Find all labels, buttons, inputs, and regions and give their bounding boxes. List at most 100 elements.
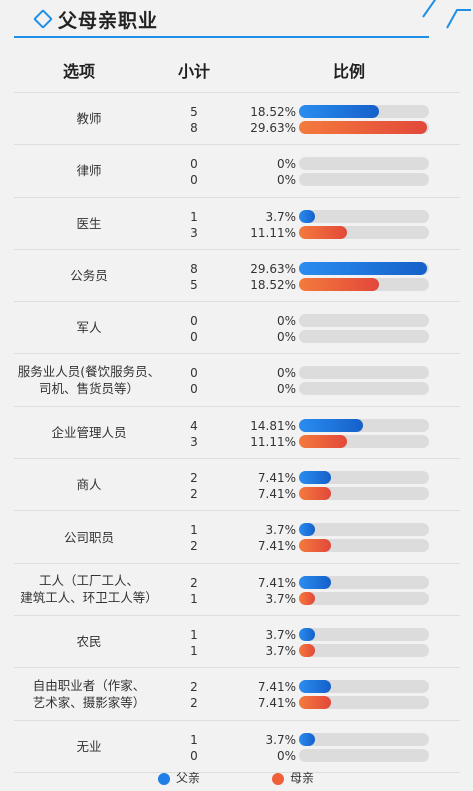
mother-bar-track (299, 539, 429, 553)
mother-bar-track (299, 330, 429, 344)
father-bar-track (299, 366, 429, 380)
mother-percent-label: 0% (276, 382, 296, 397)
title-bar: 父母亲职业 (0, 0, 473, 40)
mother-percent-label: 0% (276, 330, 296, 345)
father-bar-track (299, 471, 429, 485)
mother-bar (299, 225, 348, 239)
mother-count: 5 (190, 277, 198, 292)
option-label: 公务员 (70, 268, 108, 284)
title-underline: 父母亲职业 (14, 2, 429, 38)
mother-count: 1 (190, 591, 198, 606)
mother-bar-track (299, 121, 429, 134)
father-bar (299, 471, 332, 485)
legend: 父亲 母亲 (0, 763, 473, 791)
father-bar-track (299, 157, 429, 171)
table-row: 服务业人员(餐饮服务员、 司机、售货员等） 0 0% 0 0% (14, 354, 460, 407)
father-percent-label: 18.52% (250, 105, 296, 119)
father-bar-track (299, 105, 429, 118)
mother-count: 2 (190, 539, 198, 554)
father-count: 2 (190, 575, 198, 590)
table-row: 工人（工厂工人、 建筑工人、环卫工人等） 2 7.41% 1 3.7% (14, 564, 460, 616)
father-percent-label: 3.7% (265, 209, 297, 224)
mother-bar (299, 696, 332, 710)
option-label: 教师 (76, 111, 102, 127)
table-row: 企业管理人员 4 14.81% 3 11.11% (14, 407, 460, 460)
father-bar (299, 627, 316, 641)
mother-percent-label: 11.11% (250, 225, 296, 240)
father-percent-label: 7.41% (257, 575, 296, 590)
mother-bar-track (299, 696, 429, 710)
option-label: 无业 (76, 738, 102, 754)
mother-bar (299, 591, 316, 605)
father-bar (299, 105, 380, 118)
father-percent-label: 14.81% (250, 418, 296, 433)
father-count: 0 (190, 314, 198, 329)
mother-bar-track (299, 225, 429, 239)
table-row: 医生 1 3.7% 3 11.11% (14, 198, 460, 250)
father-count: 0 (190, 366, 198, 381)
father-bar-track (299, 209, 429, 223)
table-row: 无业 1 3.7% 0 0% (14, 721, 460, 773)
option-label: 企业管理人员 (51, 424, 127, 440)
table-row: 自由职业者（作家、 艺术家、摄影家等） 2 7.41% 2 7.41% (14, 668, 460, 721)
father-count: 1 (190, 732, 198, 747)
mother-bar (299, 539, 332, 553)
father-bar (299, 732, 316, 746)
mother-bar (299, 121, 428, 134)
father-percent-label: 3.7% (265, 523, 297, 538)
mother-percent-label: 3.7% (265, 591, 297, 606)
father-count: 1 (190, 209, 198, 224)
mother-count: 0 (190, 330, 198, 345)
mother-percent-label: 7.41% (257, 696, 296, 711)
father-count: 8 (190, 261, 198, 276)
column-header-count: 小计 (177, 62, 210, 81)
father-bar-track (299, 732, 429, 746)
table-row: 教师 5 18.52% 8 29.63% (14, 92, 460, 146)
mother-bar-track (299, 487, 429, 501)
table-row: 军人 0 0% 0 0% (14, 302, 460, 355)
father-bar-track (299, 314, 429, 328)
father-percent-label: 3.7% (265, 627, 297, 642)
father-percent-label: 0% (276, 366, 296, 381)
option-label: 农民 (76, 634, 102, 650)
father-count: 2 (190, 680, 198, 695)
mother-bar (299, 643, 316, 657)
mother-bar-track (299, 277, 429, 291)
mother-count: 3 (190, 225, 198, 240)
option-label: 自由职业者（作家、 艺术家、摄影家等） (32, 677, 146, 710)
legend-swatch-mother (272, 772, 284, 785)
father-bar (299, 680, 332, 694)
father-count: 1 (190, 627, 198, 642)
mother-count: 2 (190, 696, 198, 711)
legend-label-father: 父亲 (176, 771, 201, 785)
father-percent-label: 7.41% (257, 471, 296, 486)
father-bar-track (299, 627, 429, 641)
legend-swatch-father (158, 772, 170, 785)
mother-percent-label: 3.7% (265, 643, 297, 658)
mother-bar-track (299, 591, 429, 605)
table-row: 律师 0 0% 0 0% (14, 145, 460, 198)
father-bar (299, 575, 332, 589)
father-bar (299, 261, 428, 275)
mother-count: 2 (190, 487, 198, 502)
mother-percent-label: 7.41% (257, 539, 296, 554)
option-label: 律师 (76, 163, 102, 179)
father-count: 0 (190, 157, 198, 172)
mother-percent-label: 0% (276, 173, 296, 188)
occupation-table: 选项 小计 比例 教师 5 18.52% 8 29.63% 律师 0 0% 0 0% 医生 1 3.7%… (14, 48, 460, 773)
mother-count: 1 (190, 643, 198, 658)
table-body: 教师 5 18.52% 8 29.63% 律师 0 0% 0 0% 医生 1 3.7% 3 11.11% 公务… (14, 92, 460, 773)
father-bar (299, 523, 316, 537)
mother-bar-track (299, 434, 429, 448)
mother-percent-label: 0% (276, 748, 296, 763)
option-label: 商人 (76, 477, 102, 493)
table-row: 公务员 8 29.63% 5 18.52% (14, 250, 460, 303)
option-label: 军人 (76, 320, 102, 336)
diamond-bullet-icon (33, 9, 53, 29)
legend-item-mother: 母亲 (272, 769, 314, 787)
mother-count: 0 (190, 382, 198, 397)
mother-bar-track (299, 643, 429, 657)
mother-bar (299, 434, 348, 448)
father-bar (299, 209, 316, 223)
father-count: 5 (190, 105, 198, 119)
